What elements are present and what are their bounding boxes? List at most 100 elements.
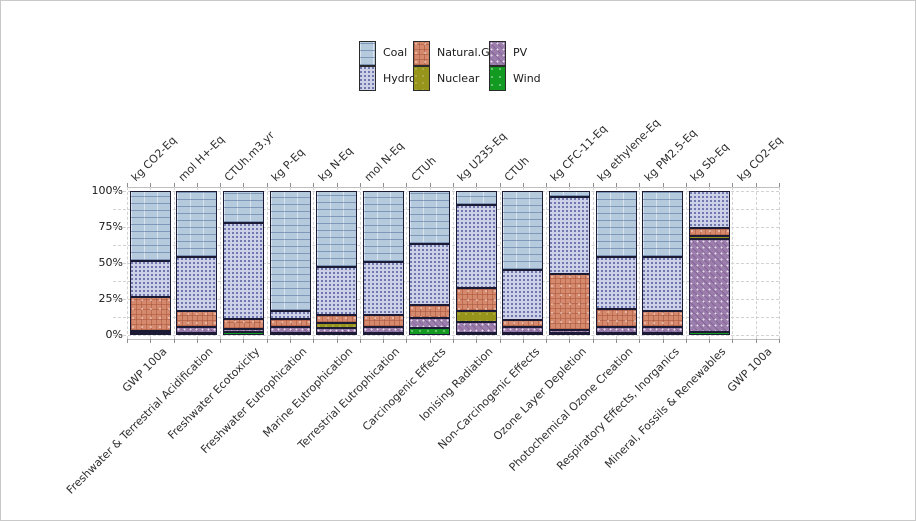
bar-freshwater-eutrophication-3 <box>269 190 311 335</box>
legend-label-natural-gas: Natural.Gas <box>437 46 503 59</box>
v-gridline <box>755 187 757 339</box>
natural-gas-swatch-icon <box>413 41 430 66</box>
bar-ionising-radiation-7 <box>455 191 497 335</box>
segment-hydro-freshwater-terrestrial-acidification-1 <box>176 256 218 311</box>
segment-gas-photochemical-ozone-creation-10 <box>595 309 637 327</box>
segment-hydro-ozone-layer-depletion-9 <box>548 196 590 274</box>
segment-wind-marine-eutrophication-4 <box>316 333 358 335</box>
nuclear-swatch-icon <box>413 66 430 91</box>
segment-pv-photochemical-ozone-creation-10 <box>595 326 637 333</box>
segment-coal-non-carcinogenic-effects-8 <box>502 191 544 270</box>
top-axis-tick <box>732 183 734 187</box>
bottom-axis-tick <box>755 339 757 343</box>
segment-hydro-ionising-radiation-7 <box>455 205 497 289</box>
top-axis-tick <box>290 183 291 187</box>
top-axis-tick <box>755 183 757 187</box>
segment-wind-ozone-layer-depletion-9 <box>548 333 590 335</box>
segment-gas-terrestrial-eutrophication-5 <box>362 315 404 328</box>
bar-freshwater-terrestrial-acidification-1 <box>176 191 218 335</box>
top-axis-tick <box>313 183 315 187</box>
segment-coal-carcinogenic-effects-6 <box>409 191 451 245</box>
segment-pv-ozone-layer-depletion-9 <box>548 330 590 333</box>
top-axis-tick <box>662 183 664 187</box>
segment-wind-freshwater-ecotoxicity-2 <box>222 332 264 335</box>
segment-hydro-terrestrial-eutrophication-5 <box>362 262 404 316</box>
bottom-axis-tick <box>173 339 175 343</box>
top-axis-tick <box>709 183 711 187</box>
top-axis-tick <box>685 183 687 187</box>
legend-label-pv: PV <box>513 46 528 59</box>
bottom-axis-tick <box>359 339 361 343</box>
segment-pv-carcinogenic-effects-6 <box>409 318 451 328</box>
segment-coal-marine-eutrophication-4 <box>316 191 358 267</box>
bar-ozone-layer-depletion-9 <box>548 191 590 335</box>
bar-marine-eutrophication-4 <box>316 191 358 335</box>
segment-hydro-marine-eutrophication-4 <box>316 266 358 316</box>
segment-coal-freshwater-ecotoxicity-2 <box>222 191 264 223</box>
segment-hydro-photochemical-ozone-creation-10 <box>595 256 637 310</box>
v-gridline <box>592 187 594 339</box>
segment-coal-freshwater-terrestrial-acidification-1 <box>176 191 218 257</box>
unit-label-carcinogenic-effects-6: CTUh <box>408 153 439 184</box>
top-axis-tick <box>383 183 385 187</box>
bottom-axis-tick <box>150 339 152 343</box>
segment-pv-freshwater-ecotoxicity-2 <box>222 328 264 333</box>
top-axis-tick <box>336 183 338 187</box>
segment-wind-freshwater-terrestrial-acidification-1 <box>176 333 218 335</box>
y-tick-75: 75% <box>98 220 123 233</box>
segment-gas-mineral-fossils-renewables-12 <box>688 228 730 236</box>
unit-label-freshwater-eutrophication-3: kg P-Eq <box>268 145 308 184</box>
bottom-axis-tick <box>522 339 524 343</box>
segment-pv-ionising-radiation-7 <box>455 322 497 333</box>
segment-gas-freshwater-ecotoxicity-2 <box>222 319 264 329</box>
segment-coal-gwp-100a-0 <box>129 191 171 261</box>
wind-swatch-icon <box>489 66 506 91</box>
unit-label-mineral-fossils-renewables-12: kg Sb-Eq <box>687 140 732 184</box>
top-axis-tick <box>779 183 780 187</box>
category-label-freshwater-ecotoxicity-2: Freshwater Ecotoxicity <box>165 345 263 442</box>
top-axis-tick <box>243 183 245 187</box>
segment-gas-freshwater-eutrophication-3 <box>269 319 311 328</box>
legend-label-nuclear: Nuclear <box>437 72 480 85</box>
legend-label-wind: Wind <box>513 72 541 85</box>
segment-pv-freshwater-eutrophication-3 <box>269 327 311 333</box>
segment-coal-terrestrial-eutrophication-5 <box>362 190 404 263</box>
v-gridline <box>779 187 780 339</box>
segment-gas-marine-eutrophication-4 <box>316 315 358 323</box>
top-axis-tick <box>127 183 128 187</box>
v-gridline <box>266 187 268 339</box>
unit-label-freshwater-terrestrial-acidification-1: mol H+-Eq <box>175 132 227 184</box>
segment-wind-non-carcinogenic-effects-8 <box>502 333 544 335</box>
segment-wind-freshwater-eutrophication-3 <box>269 333 311 335</box>
bar-non-carcinogenic-effects-8 <box>502 191 544 335</box>
segment-coal-ionising-radiation-7 <box>455 191 497 206</box>
bottom-axis-tick <box>592 339 594 343</box>
segment-pv-marine-eutrophication-4 <box>316 328 358 333</box>
segment-wind-carcinogenic-effects-6 <box>409 327 451 335</box>
segment-hydro-gwp-100a-0 <box>129 260 171 298</box>
legend-column-pv-wind: PV Wind <box>489 41 541 91</box>
coal-swatch-icon <box>359 41 376 66</box>
segment-hydro-mineral-fossils-renewables-12 <box>688 191 730 229</box>
bottom-axis-tick <box>220 339 222 343</box>
segment-coal-respiratory-effects-inorganics-11 <box>642 190 684 257</box>
y-tick-0: 0% <box>105 328 123 341</box>
y-tick-25: 25% <box>98 292 123 305</box>
bottom-axis-tick <box>336 339 338 343</box>
segment-nuclear-ionising-radiation-7 <box>455 310 497 323</box>
bottom-axis-tick <box>290 339 291 343</box>
segment-hydro-freshwater-eutrophication-3 <box>269 310 311 320</box>
unit-label-marine-eutrophication-4: kg N-Eq <box>315 144 355 184</box>
legend-label-hydro: Hydro <box>383 72 416 85</box>
v-gridline <box>732 187 734 339</box>
top-axis-tick <box>220 183 222 187</box>
bottom-axis-tick <box>266 339 268 343</box>
unit-label-terrestrial-eutrophication-5: mol N-Eq <box>361 139 407 184</box>
segment-nuclear-marine-eutrophication-4 <box>316 323 358 328</box>
category-label-gwp-100a-13: GWP 100a <box>725 345 775 395</box>
pv-swatch-icon <box>489 41 506 66</box>
h-gridline <box>113 335 779 336</box>
segment-pv-mineral-fossils-renewables-12 <box>688 238 730 333</box>
unit-label-gwp-100a-13: kg CO2-Eq <box>734 133 785 184</box>
bottom-axis-tick <box>127 339 128 343</box>
